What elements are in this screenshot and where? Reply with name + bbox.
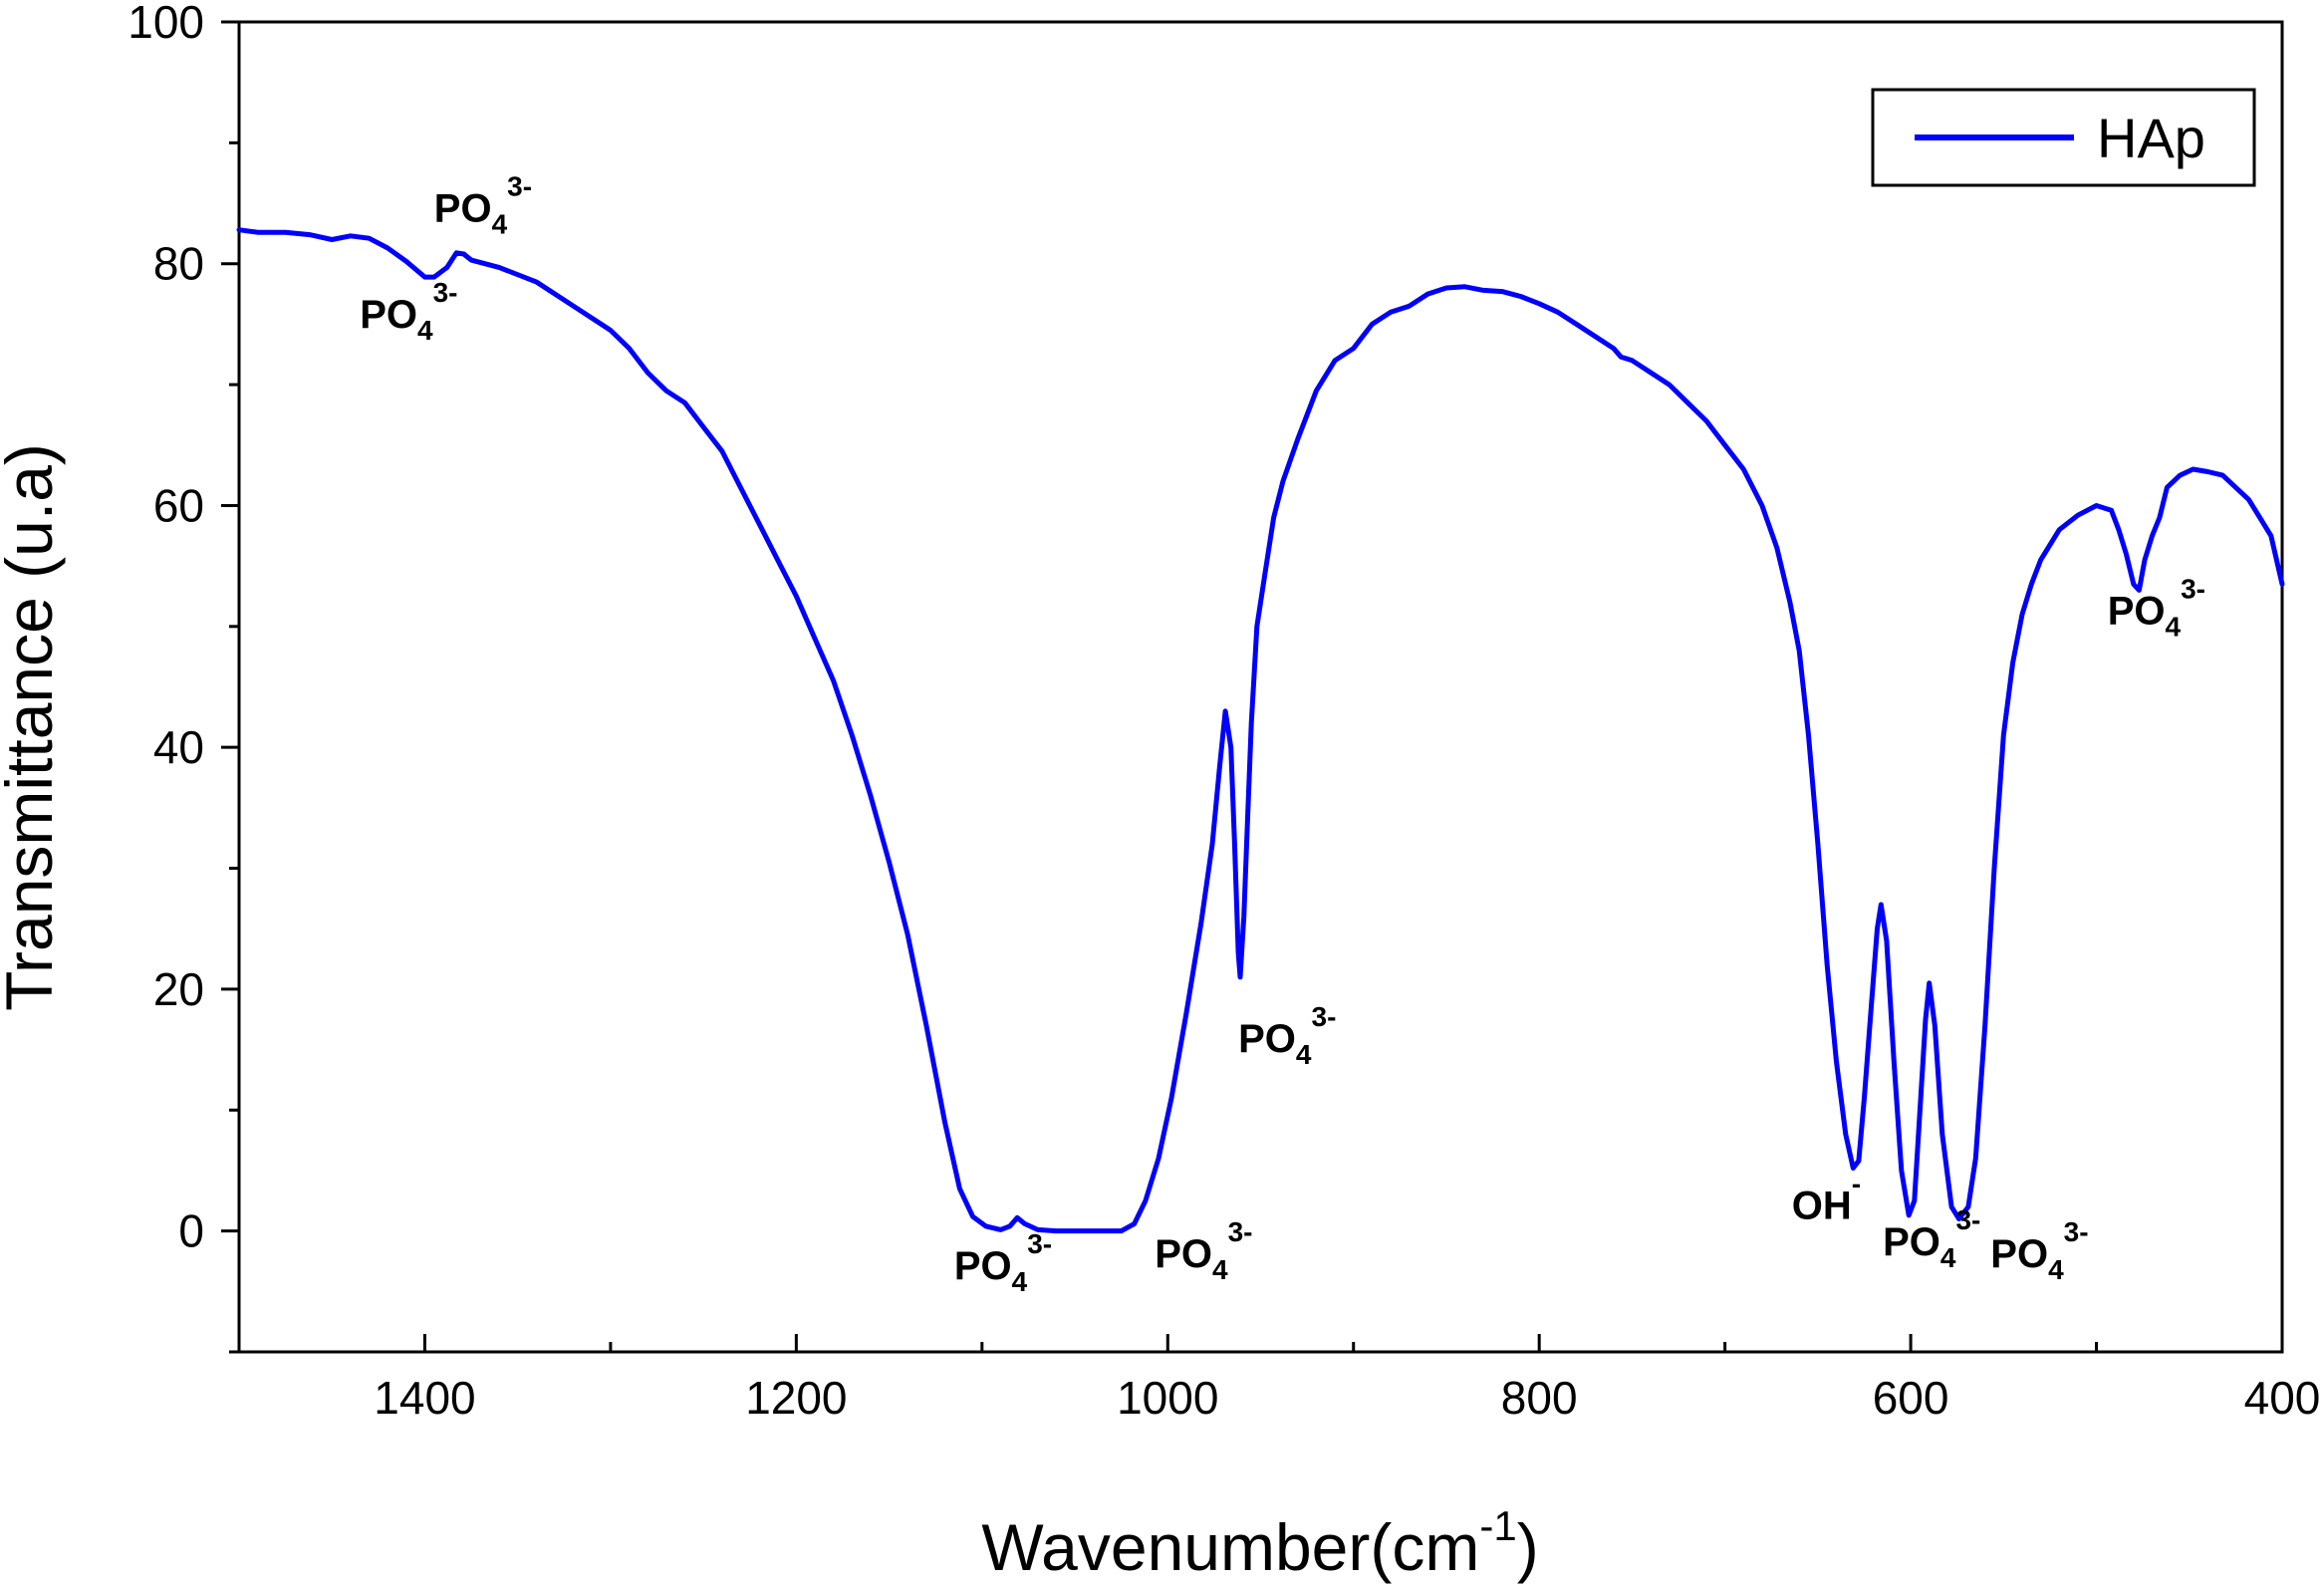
peak-annotation: PO43- — [434, 170, 532, 239]
x-tick-label: 400 — [2244, 1372, 2321, 1424]
x-axis-title-tail: ) — [1517, 1510, 1539, 1584]
legend-label: HAp — [2097, 107, 2205, 169]
y-tick-label: 20 — [153, 963, 204, 1015]
peak-annotation: PO43- — [1238, 1001, 1336, 1070]
x-tick-label: 600 — [1873, 1372, 1949, 1424]
y-axis: 0 20 40 60 80 100 — [128, 0, 239, 1354]
series-line-hap — [236, 227, 2285, 1234]
x-axis-title-main: Wavenumber(cm — [981, 1510, 1479, 1584]
x-axis-title: Wavenumber(cm-1) — [981, 1502, 1538, 1584]
y-tick-label: 0 — [178, 1205, 204, 1257]
legend: HAp — [1871, 88, 2256, 187]
peak-annotation: OH- — [1792, 1169, 1861, 1228]
y-axis-title: Transmittance (u.a) — [0, 443, 66, 1011]
plot-border — [237, 20, 2284, 1354]
x-tick-label: 1000 — [1117, 1372, 1218, 1424]
peak-annotation: PO43- — [1883, 1204, 1980, 1273]
x-tick-label: 1200 — [745, 1372, 847, 1424]
peak-annotation: PO43- — [1990, 1216, 2088, 1285]
x-axis-title-sup: -1 — [1479, 1502, 1516, 1549]
y-tick-label: 60 — [153, 479, 204, 531]
plot-frame — [237, 20, 2284, 1354]
peak-annotation: PO43- — [2108, 573, 2205, 642]
x-tick-label: 800 — [1501, 1372, 1578, 1424]
y-tick-label: 40 — [153, 721, 204, 773]
annotation-layer: PO43-PO43-PO43- PO43-PO43-OH-PO43-PO43-PO… — [360, 170, 2205, 1297]
x-tick-label: 1400 — [374, 1372, 475, 1424]
y-tick-label: 100 — [128, 0, 204, 48]
peak-annotation: PO43- — [1155, 1216, 1252, 1285]
peak-annotation: PO43- — [360, 277, 457, 346]
y-tick-label: 80 — [153, 238, 204, 290]
peak-annotation: PO43- — [954, 1228, 1052, 1297]
series-layer — [236, 227, 2285, 1234]
x-axis: 1400 1200 1000 800 600 400 — [237, 1334, 2321, 1424]
